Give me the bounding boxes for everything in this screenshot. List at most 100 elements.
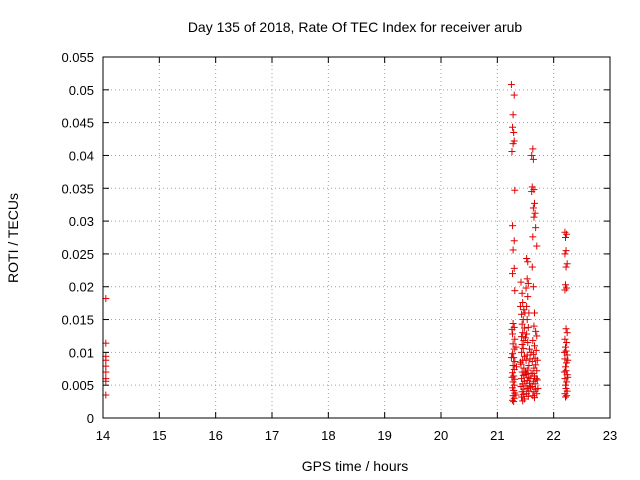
data-point xyxy=(562,367,570,375)
data-point xyxy=(510,128,518,136)
data-point xyxy=(532,224,540,232)
data-point xyxy=(509,369,517,377)
data-point xyxy=(534,384,542,392)
data-point xyxy=(510,91,518,99)
data-point xyxy=(520,364,528,372)
data-point xyxy=(528,263,536,271)
data-point xyxy=(522,284,530,292)
data-point xyxy=(509,222,517,230)
data-point xyxy=(509,396,517,404)
y-tick-label: 0.045 xyxy=(61,116,94,131)
data-point xyxy=(523,330,531,338)
data-point xyxy=(524,279,532,287)
data-point xyxy=(520,324,528,332)
data-point xyxy=(516,302,524,310)
data-point xyxy=(519,329,527,337)
data-point xyxy=(518,333,526,341)
data-point xyxy=(517,278,525,286)
data-point xyxy=(561,286,569,294)
x-axis-title: GPS time / hours xyxy=(302,458,409,474)
data-point xyxy=(562,263,570,271)
data-point xyxy=(523,275,531,283)
y-tick-labels: 0 0.005 0.01 0.015 0.02 0.025 0.03 0.035 0.04 0.0… xyxy=(61,50,94,426)
data-point xyxy=(531,209,539,217)
gridlines xyxy=(103,57,610,418)
data-point xyxy=(524,339,532,347)
data-point xyxy=(511,335,519,343)
data-point xyxy=(533,242,541,250)
data-point xyxy=(525,361,533,369)
data-point xyxy=(509,140,517,148)
data-point xyxy=(524,373,532,381)
data-point xyxy=(561,393,569,401)
data-point xyxy=(531,309,539,317)
y-tick-label: 0.025 xyxy=(61,247,94,262)
data-point xyxy=(531,199,539,207)
data-point xyxy=(510,372,518,380)
data-point xyxy=(561,363,569,371)
data-point xyxy=(525,345,533,353)
data-point xyxy=(509,319,517,327)
data-point xyxy=(509,270,517,278)
data-point xyxy=(509,361,517,369)
data-point xyxy=(563,329,571,337)
data-point xyxy=(564,356,572,364)
data-point xyxy=(507,354,515,362)
data-point xyxy=(532,346,540,354)
data-point xyxy=(560,348,568,356)
data-point xyxy=(533,390,541,398)
data-point xyxy=(509,246,517,254)
data-point xyxy=(529,155,537,163)
data-point xyxy=(523,351,531,359)
y-tick-label: 0 xyxy=(87,411,94,426)
data-point xyxy=(510,237,518,245)
data-point xyxy=(561,335,569,343)
y-tick-label: 0.03 xyxy=(69,214,94,229)
data-point xyxy=(509,330,517,338)
data-point xyxy=(529,204,537,212)
y-tick-label: 0.035 xyxy=(61,181,94,196)
data-point xyxy=(523,302,531,310)
y-tick-label: 0.015 xyxy=(61,313,94,328)
data-point xyxy=(518,289,526,297)
data-point xyxy=(522,368,529,376)
data-point xyxy=(509,111,517,119)
x-tick-label: 20 xyxy=(434,428,448,443)
data-point xyxy=(530,322,538,330)
data-point xyxy=(509,378,517,386)
data-point xyxy=(560,368,568,376)
data-point xyxy=(518,348,526,356)
y-tick-label: 0.005 xyxy=(61,378,94,393)
data-point xyxy=(561,281,569,289)
chart-title: Day 135 of 2018, Rate Of TEC Index for r… xyxy=(188,19,523,35)
data-point xyxy=(528,151,536,159)
data-point xyxy=(507,81,515,89)
x-tick-label: 18 xyxy=(321,428,335,443)
data-point xyxy=(561,381,569,389)
data-point xyxy=(524,293,532,301)
x-tick-label: 19 xyxy=(377,428,391,443)
data-points xyxy=(102,81,572,406)
data-point xyxy=(563,378,571,386)
data-point xyxy=(518,340,526,348)
data-point xyxy=(522,334,529,342)
data-point xyxy=(563,230,571,238)
data-point xyxy=(564,373,572,381)
data-point xyxy=(523,316,531,324)
data-point xyxy=(529,283,537,291)
data-point xyxy=(510,264,518,272)
data-point xyxy=(563,260,571,268)
data-point xyxy=(518,310,526,318)
x-tick-label: 22 xyxy=(546,428,560,443)
x-tick-label: 15 xyxy=(152,428,166,443)
data-point xyxy=(512,363,520,371)
y-axis-title: ROTI / TECUs xyxy=(5,193,21,283)
data-point xyxy=(522,356,530,364)
data-point xyxy=(527,383,535,391)
data-point xyxy=(509,123,517,131)
data-point xyxy=(516,358,524,366)
y-tick-label: 0.01 xyxy=(69,345,94,360)
data-point xyxy=(527,369,535,377)
